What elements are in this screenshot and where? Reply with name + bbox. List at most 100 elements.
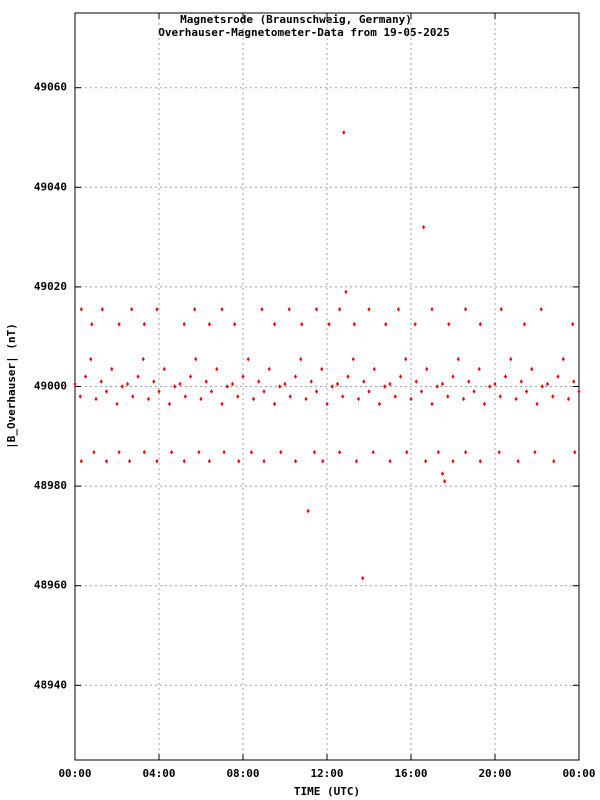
point — [477, 366, 481, 372]
point — [262, 459, 266, 464]
point — [436, 450, 440, 455]
point — [222, 450, 226, 455]
point — [136, 374, 140, 379]
point — [533, 450, 537, 455]
point — [571, 322, 575, 327]
point — [173, 384, 177, 389]
point — [78, 394, 82, 399]
point — [312, 450, 316, 455]
point — [117, 450, 121, 455]
y-tick-label: 48980 — [34, 479, 67, 492]
point — [182, 459, 186, 464]
point — [207, 322, 211, 327]
point — [251, 396, 256, 402]
point — [320, 366, 324, 372]
x-tick-label: 16:00 — [394, 767, 427, 780]
point — [577, 389, 581, 394]
point — [362, 379, 366, 384]
point — [566, 396, 571, 402]
point — [371, 450, 375, 455]
point — [142, 322, 146, 327]
point — [237, 459, 241, 464]
point — [405, 450, 409, 455]
point — [314, 307, 319, 312]
point — [451, 374, 455, 379]
point — [464, 307, 468, 312]
point — [388, 381, 392, 387]
point — [383, 384, 387, 389]
point — [207, 459, 211, 464]
point — [215, 366, 219, 372]
point — [79, 459, 83, 464]
point — [199, 396, 203, 402]
point — [419, 389, 424, 394]
point — [128, 459, 132, 464]
point — [493, 381, 497, 387]
point — [288, 394, 292, 399]
point — [104, 389, 109, 394]
x-tick-label: 04:00 — [142, 767, 175, 780]
point — [220, 401, 224, 407]
point — [372, 366, 376, 372]
point — [388, 459, 392, 464]
point — [260, 307, 264, 312]
point — [446, 394, 450, 399]
point — [430, 401, 434, 407]
point — [104, 459, 109, 464]
point — [367, 389, 371, 394]
point — [167, 401, 172, 407]
point — [519, 379, 523, 384]
point — [209, 389, 214, 394]
point — [354, 459, 358, 464]
point — [299, 356, 303, 362]
point — [115, 401, 119, 407]
point — [409, 396, 413, 402]
point — [413, 322, 417, 327]
point — [447, 322, 451, 327]
point — [309, 379, 313, 384]
point — [398, 374, 403, 379]
point — [178, 381, 182, 387]
point — [425, 366, 429, 372]
point — [236, 394, 240, 399]
point — [249, 450, 253, 455]
point — [130, 307, 134, 312]
point — [524, 389, 529, 394]
point — [155, 459, 159, 464]
point — [384, 322, 388, 327]
point — [233, 322, 237, 327]
y-tick-label: 48960 — [34, 579, 67, 592]
point — [279, 450, 283, 455]
point — [499, 307, 503, 312]
point — [99, 379, 103, 384]
point — [572, 379, 576, 384]
point — [467, 379, 471, 384]
point — [94, 396, 98, 402]
point — [456, 356, 460, 362]
point — [246, 356, 250, 362]
point — [443, 478, 447, 484]
point — [306, 508, 310, 514]
point — [556, 374, 560, 379]
plot-frame — [74, 12, 580, 761]
point — [573, 450, 577, 455]
point — [338, 307, 342, 312]
point — [351, 356, 355, 362]
point — [561, 356, 565, 362]
point — [272, 322, 277, 327]
point — [267, 366, 271, 372]
point — [516, 459, 520, 464]
point — [352, 322, 356, 327]
point — [440, 381, 445, 387]
point — [338, 450, 342, 455]
y-axis-label: |B_Overhauser| (nT) — [5, 323, 18, 449]
point — [464, 450, 468, 455]
x-tick-label: 12:00 — [310, 767, 343, 780]
point — [146, 396, 151, 402]
point — [551, 394, 555, 399]
point — [424, 459, 428, 464]
point — [478, 322, 482, 327]
point — [321, 459, 325, 464]
x-tick-label: 00:00 — [58, 767, 91, 780]
